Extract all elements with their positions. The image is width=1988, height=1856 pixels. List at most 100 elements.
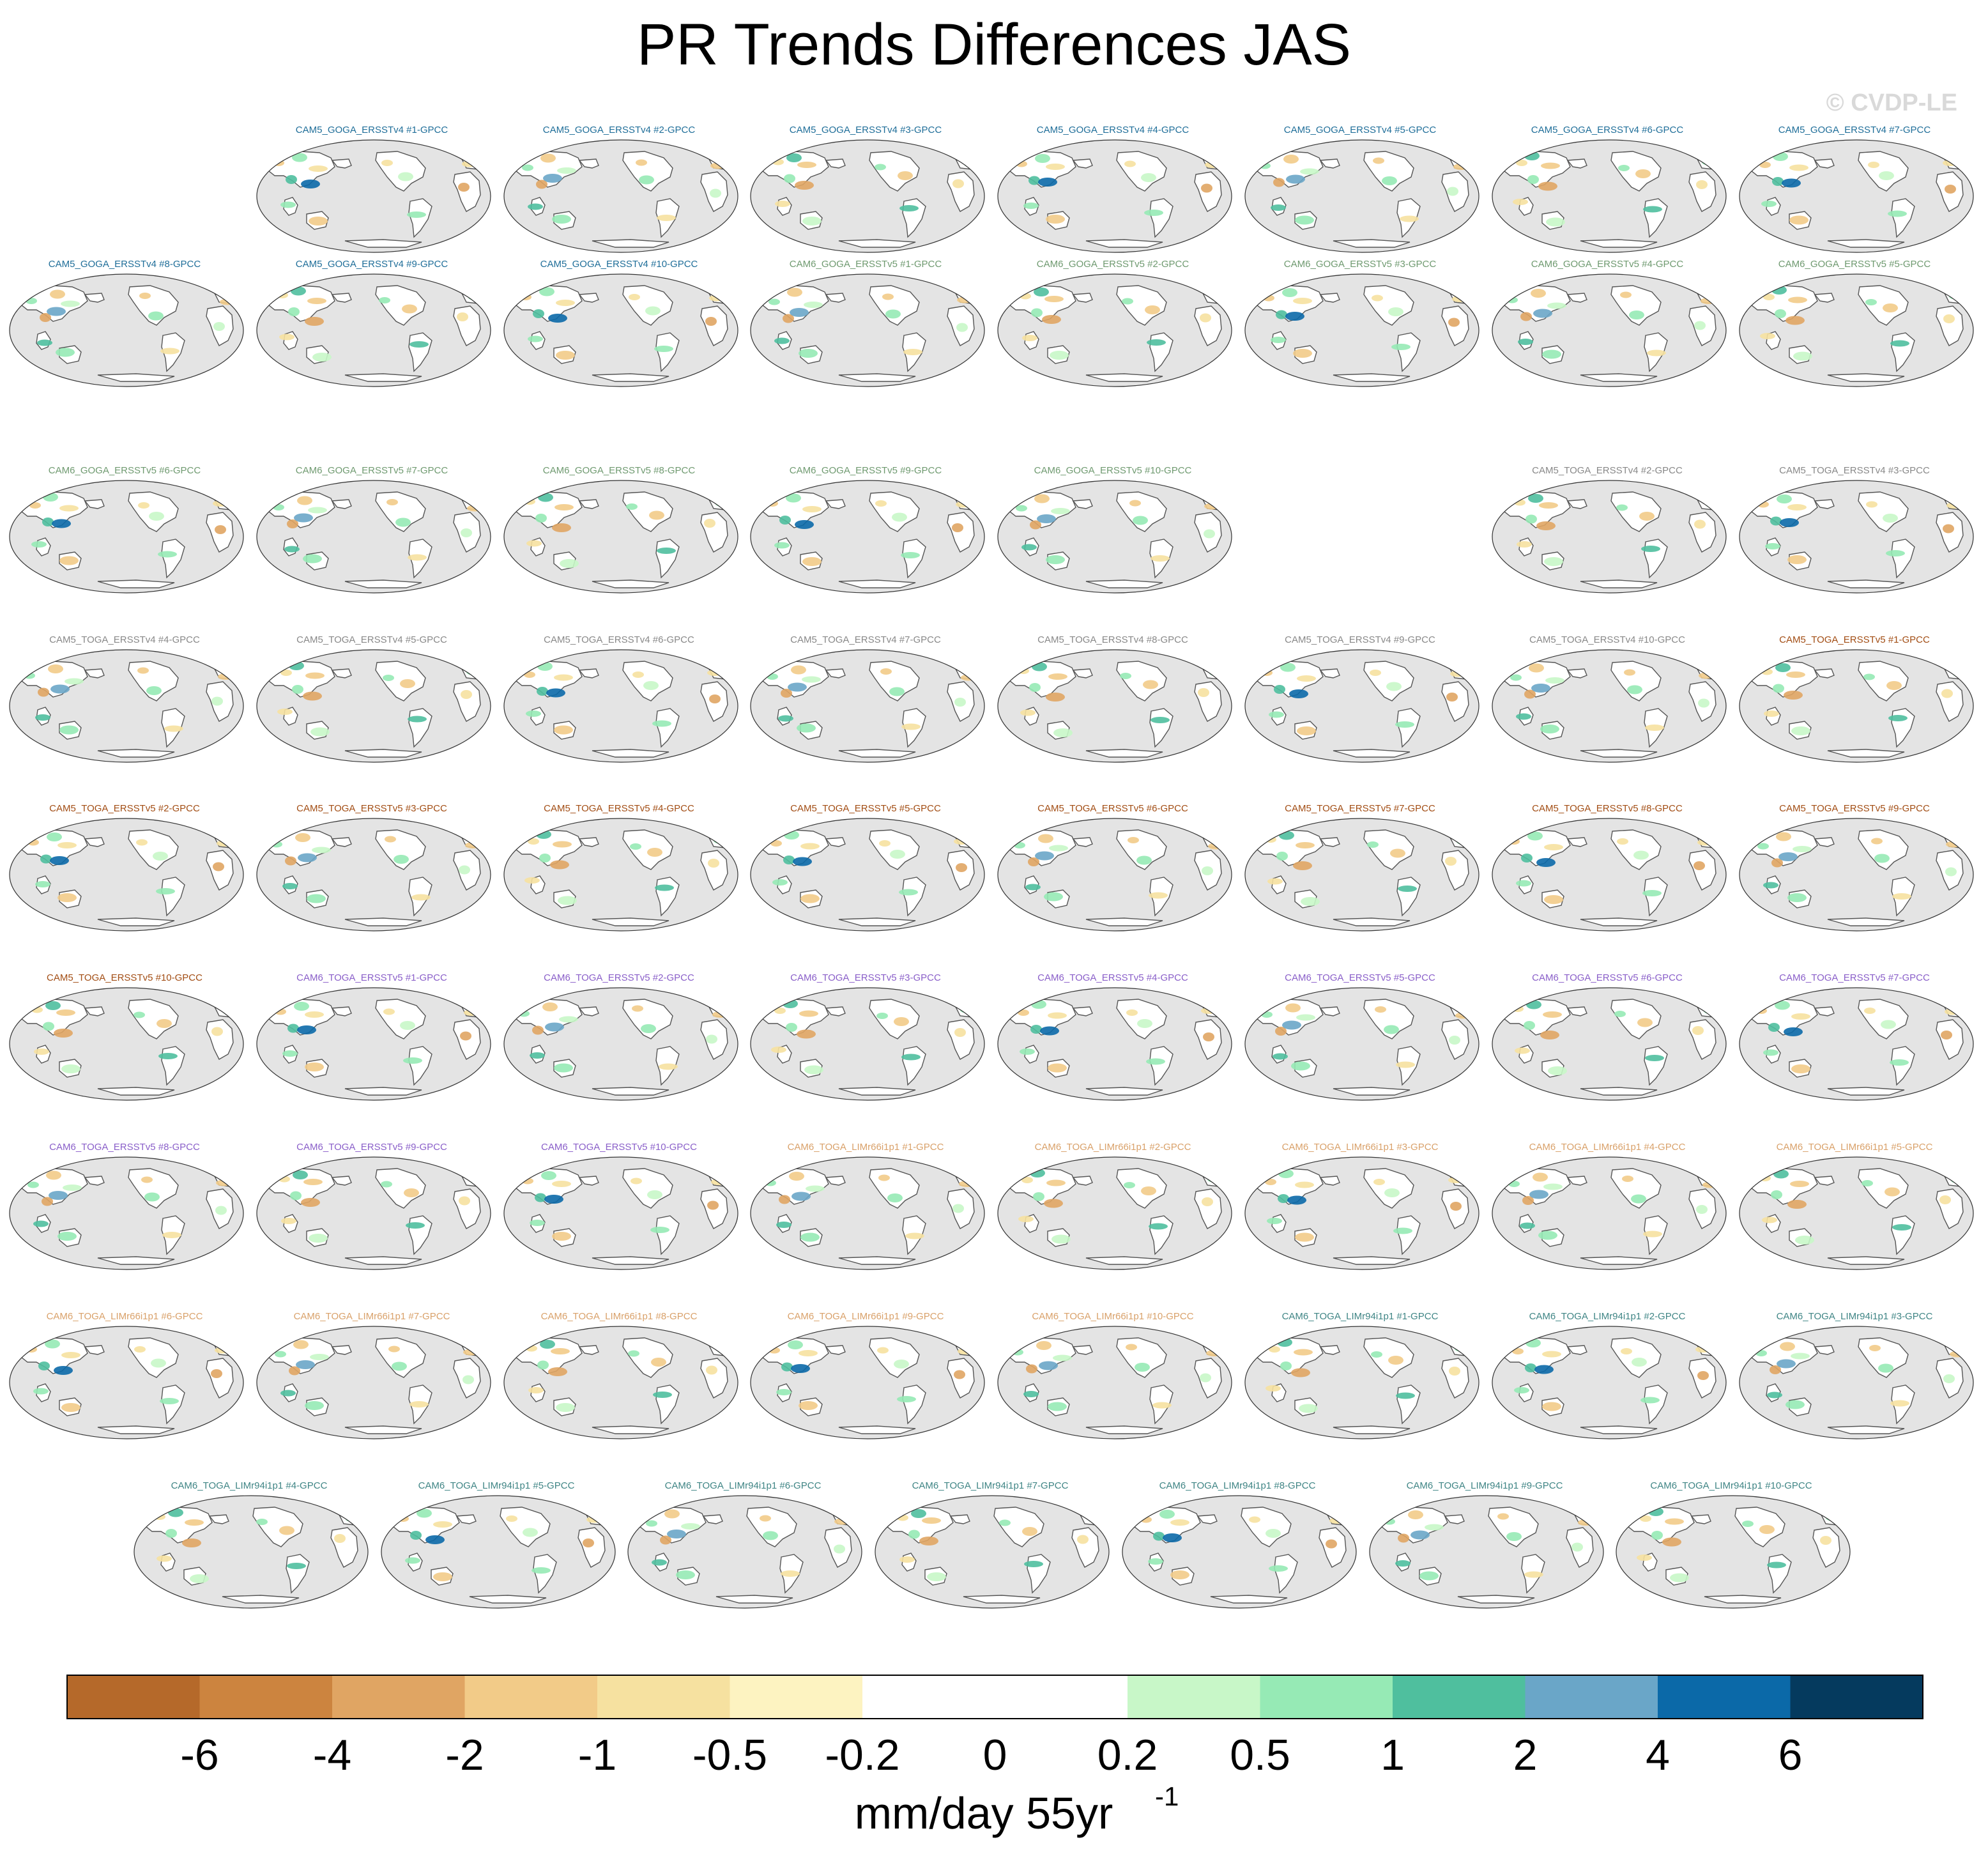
anomaly-patch: [1152, 1402, 1172, 1409]
anomaly-patch: [554, 674, 573, 681]
anomaly-patch: [156, 888, 175, 894]
anomaly-patch: [56, 1009, 75, 1016]
anomaly-patch: [1263, 295, 1274, 302]
anomaly-patch: [1617, 838, 1628, 845]
anomaly-patch: [1198, 688, 1209, 697]
continent-outline: [331, 293, 352, 303]
anomaly-patch: [536, 830, 551, 839]
anomaly-patch: [1044, 1199, 1063, 1208]
anomaly-patch: [1939, 1195, 1951, 1204]
anomaly-patch: [1543, 1011, 1562, 1018]
anomaly-patch: [639, 175, 654, 185]
anomaly-patch: [1030, 1169, 1045, 1177]
anomaly-patch: [1206, 1350, 1221, 1356]
panel-label: CAM5_TOGA_ERSSTv4 #9-GPCC: [1285, 634, 1435, 645]
anomaly-patch: [1294, 1349, 1313, 1356]
map-border: [503, 1156, 738, 1270]
anomaly-patch: [1143, 680, 1158, 689]
map-border: [503, 480, 738, 594]
continent-outline: [331, 668, 352, 679]
anomaly-patch: [383, 1008, 395, 1015]
anomaly-patch: [1146, 1058, 1165, 1065]
anomaly-patch: [1868, 162, 1879, 168]
continent-outline: [655, 708, 680, 748]
anomaly-patch: [50, 684, 70, 694]
anomaly-patch: [1886, 550, 1905, 556]
continent-outline: [1814, 158, 1835, 169]
anomaly-patch: [1046, 693, 1065, 702]
anomaly-patch: [1038, 834, 1053, 843]
anomaly-patch: [1122, 298, 1133, 305]
anomaly-patch: [1524, 151, 1540, 160]
anomaly-patch: [48, 664, 63, 673]
anomaly-patch: [1124, 160, 1136, 167]
continent-outline: [1566, 668, 1587, 679]
anomaly-patch: [1791, 1013, 1810, 1020]
continent-outline: [1936, 1019, 1964, 1060]
map-border: [503, 987, 738, 1101]
anomaly-patch: [1770, 516, 1782, 526]
anomaly-patch: [1699, 672, 1714, 679]
continent-outline: [947, 512, 975, 553]
anomaly-patch: [54, 1029, 73, 1038]
map-panel: CAM5_TOGA_ERSSTv5 #2-GPCC: [3, 803, 246, 937]
anomaly-patch: [1624, 669, 1635, 676]
continent-outline: [1085, 373, 1163, 382]
colorbar-swatch: [1393, 1675, 1525, 1719]
anomaly-patch: [149, 512, 164, 521]
map-panel: CAM6_GOGA_ERSSTv5 #5-GPCC: [1733, 259, 1976, 393]
anomaly-patch: [1536, 521, 1556, 530]
continent-outline: [331, 499, 352, 509]
anomaly-patch: [1702, 159, 1717, 165]
anomaly-patch: [61, 1064, 80, 1073]
map-projection: [1369, 1495, 1604, 1609]
anomaly-patch: [1791, 1353, 1810, 1360]
anomaly-patch: [793, 857, 812, 866]
map-projection: [1244, 1156, 1480, 1270]
anomaly-patch: [1694, 519, 1706, 529]
continent-outline: [622, 151, 673, 192]
anomaly-patch: [1787, 893, 1807, 902]
map-projection: [997, 1156, 1232, 1270]
colorbar-swatch: [1525, 1675, 1658, 1719]
anomaly-patch: [783, 999, 798, 1008]
continent-outline: [1827, 1425, 1905, 1434]
anomaly-patch: [676, 1570, 695, 1579]
anomaly-patch: [408, 554, 427, 561]
anomaly-patch: [1763, 294, 1775, 300]
anomaly-patch: [1761, 201, 1777, 207]
anomaly-patch: [293, 1340, 309, 1349]
anomaly-patch: [1370, 670, 1381, 676]
anomaly-patch: [1614, 1011, 1626, 1017]
map-panel: CAM6_GOGA_ERSSTv5 #3-GPCC: [1239, 259, 1481, 393]
continent-outline: [1827, 239, 1905, 248]
map-border: [9, 649, 244, 763]
anomaly-patch: [1883, 303, 1898, 312]
map-panel: CAM5_GOGA_ERSSTv4 #8-GPCC: [3, 259, 246, 393]
panel-label: CAM6_GOGA_ERSSTv5 #1-GPCC: [789, 259, 942, 270]
panel-label: CAM6_GOGA_ERSSTv5 #10-GPCC: [1034, 465, 1192, 476]
colorbar-tick-label: 4: [1646, 1731, 1670, 1779]
anomaly-patch: [641, 1024, 656, 1033]
continent-outline: [577, 1527, 606, 1568]
map-panel: CAM6_TOGA_ERSSTv5 #4-GPCC: [991, 972, 1234, 1107]
anomaly-patch: [1621, 1348, 1632, 1354]
anomaly-patch: [1034, 288, 1049, 296]
anomaly-patch: [1943, 314, 1955, 323]
anomaly-patch: [305, 1401, 324, 1410]
map-panel: CAM5_GOGA_ERSSTv4 #4-GPCC: [991, 125, 1234, 259]
anomaly-patch: [1265, 1385, 1281, 1392]
anomaly-patch: [305, 672, 325, 679]
map-border: [997, 273, 1232, 387]
map-border: [1739, 273, 1974, 387]
continent-outline: [1149, 198, 1174, 238]
anomaly-patch: [1044, 892, 1063, 901]
anomaly-patch: [1151, 717, 1170, 723]
anomaly-patch: [1651, 1531, 1663, 1540]
map-projection: [1244, 649, 1480, 763]
anomaly-patch: [1371, 1351, 1382, 1358]
anomaly-patch: [536, 180, 547, 189]
anomaly-patch: [1540, 725, 1559, 733]
map-border: [256, 1156, 491, 1270]
map-projection: [256, 1326, 491, 1439]
